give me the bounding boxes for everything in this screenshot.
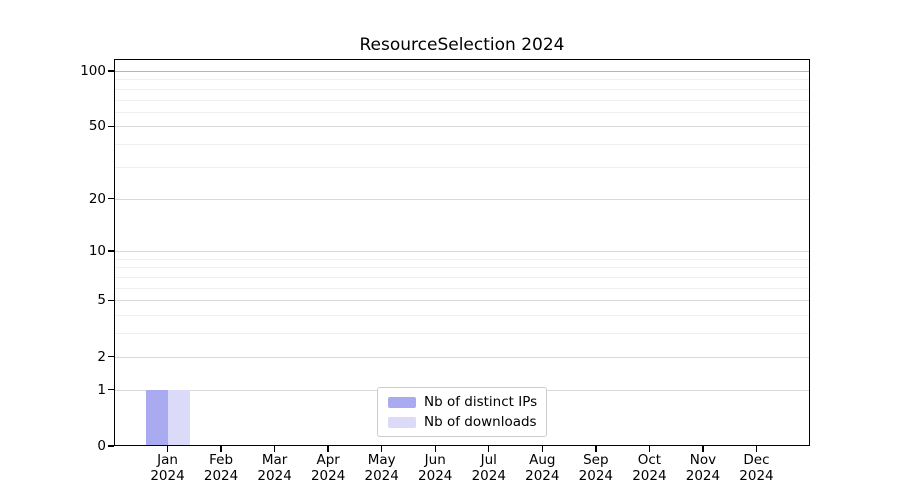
gridline-minor bbox=[114, 144, 810, 146]
gridline-minor bbox=[114, 277, 810, 278]
y-tick bbox=[108, 250, 114, 252]
x-tick-label: Feb 2024 bbox=[203, 452, 239, 484]
x-tick bbox=[702, 446, 704, 452]
x-tick-label: Jun 2024 bbox=[418, 452, 453, 484]
gridline-minor bbox=[114, 166, 810, 168]
x-tick bbox=[220, 446, 222, 452]
x-tick bbox=[755, 446, 758, 452]
legend-swatch-downloads bbox=[388, 416, 416, 428]
x-tick bbox=[595, 446, 597, 452]
x-tick-label: May 2024 bbox=[364, 452, 399, 484]
x-tick bbox=[488, 446, 490, 452]
x-tick-label: Mar 2024 bbox=[257, 452, 292, 484]
x-tick-label: Nov 2024 bbox=[685, 452, 721, 484]
x-tick bbox=[380, 446, 383, 452]
y-tick bbox=[108, 299, 114, 302]
y-tick bbox=[108, 356, 114, 358]
gridline-minor bbox=[114, 88, 810, 90]
gridline-minor bbox=[114, 267, 810, 269]
chart-title: ResourceSelection 2024 bbox=[359, 35, 565, 55]
gridline-minor bbox=[114, 287, 810, 289]
gridline-major bbox=[114, 300, 810, 302]
y-tick-label: 5 bbox=[97, 292, 106, 309]
gridline-minor bbox=[114, 99, 810, 101]
x-tick bbox=[541, 446, 543, 452]
y-tick bbox=[108, 388, 114, 391]
x-tick-label: Apr 2024 bbox=[310, 452, 346, 484]
gridline-major bbox=[114, 251, 810, 253]
gridline-major bbox=[114, 198, 810, 200]
x-tick-label: Dec 2024 bbox=[739, 452, 774, 484]
x-tick-label: Aug 2024 bbox=[525, 452, 560, 484]
gridline-major bbox=[114, 356, 810, 358]
gridline-major bbox=[114, 126, 810, 128]
x-tick bbox=[434, 446, 436, 452]
y-tick bbox=[108, 70, 114, 72]
y-tick-label: 20 bbox=[88, 190, 106, 207]
y-tick-label: 100 bbox=[80, 62, 106, 79]
gridline-minor bbox=[114, 258, 810, 260]
x-tick bbox=[327, 446, 329, 452]
x-tick-label: Oct 2024 bbox=[632, 452, 667, 484]
legend-label-distinct-ips: Nb of distinct IPs bbox=[424, 394, 538, 410]
gridline-minor bbox=[114, 333, 810, 335]
legend-item-distinct-ips: Nb of distinct IPs bbox=[388, 394, 538, 410]
y-tick bbox=[108, 125, 114, 128]
x-tick-label: Jul 2024 bbox=[471, 452, 506, 484]
legend-item-downloads: Nb of downloads bbox=[388, 414, 537, 430]
x-tick bbox=[273, 446, 276, 452]
gridline-major bbox=[114, 70, 810, 72]
y-tick-label: 1 bbox=[97, 381, 106, 398]
gridline-minor bbox=[114, 315, 810, 317]
x-tick bbox=[648, 446, 651, 452]
y-tick bbox=[108, 197, 114, 200]
x-tick-label: Sep 2024 bbox=[578, 452, 614, 484]
legend-label-downloads: Nb of downloads bbox=[424, 414, 537, 430]
gridline-minor bbox=[114, 79, 810, 81]
bar-distinct-ips bbox=[145, 389, 168, 446]
y-tick bbox=[108, 445, 114, 447]
y-tick-label: 10 bbox=[88, 243, 106, 260]
y-tick-label: 50 bbox=[88, 118, 106, 135]
legend: Nb of distinct IPs Nb of downloads bbox=[377, 387, 547, 437]
x-tick-label: Jan 2024 bbox=[150, 452, 185, 484]
y-tick-label: 2 bbox=[97, 348, 106, 365]
gridline-minor bbox=[114, 111, 810, 113]
x-tick bbox=[166, 446, 169, 452]
legend-swatch-distinct-ips bbox=[388, 396, 416, 408]
y-tick-label: 0 bbox=[97, 438, 106, 454]
bar-downloads bbox=[167, 389, 190, 446]
